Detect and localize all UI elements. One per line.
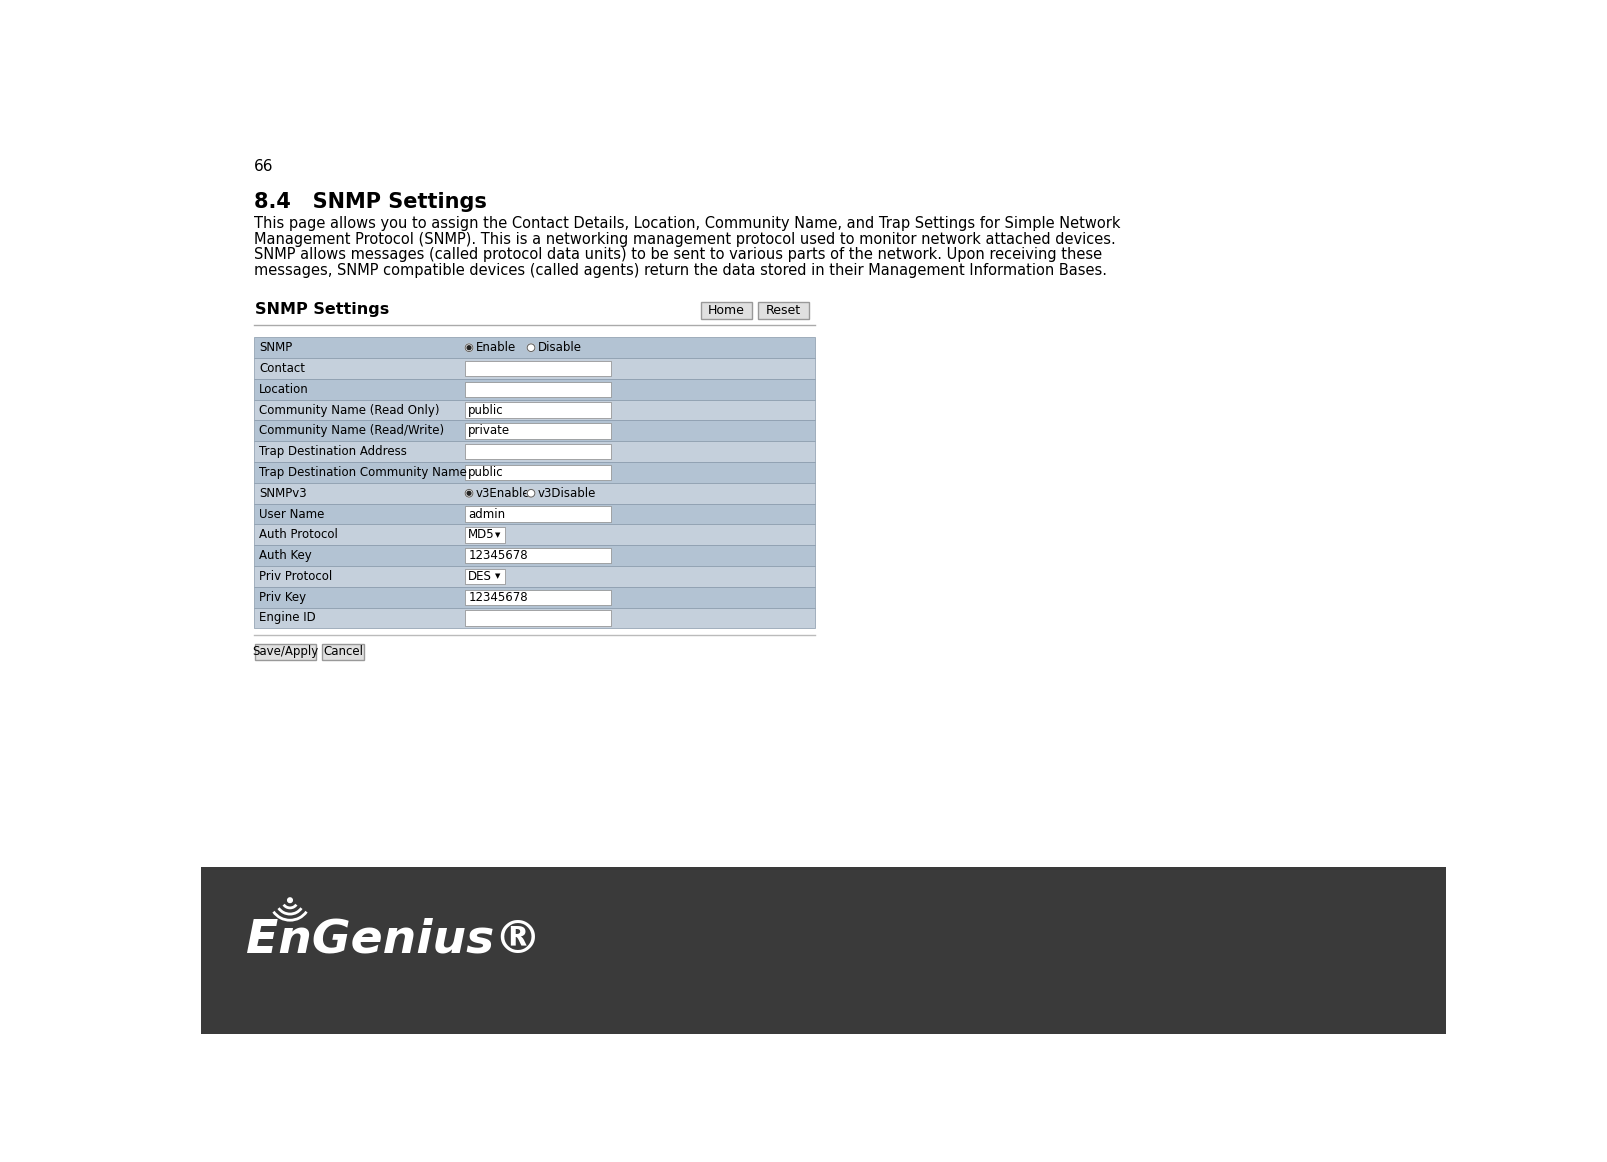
Circle shape [464, 489, 472, 497]
FancyBboxPatch shape [254, 400, 815, 421]
FancyBboxPatch shape [201, 867, 1446, 1034]
Text: 12345678: 12345678 [468, 590, 527, 604]
Text: User Name: User Name [259, 508, 325, 521]
FancyBboxPatch shape [759, 302, 810, 318]
Text: 8.4   SNMP Settings: 8.4 SNMP Settings [254, 192, 487, 211]
FancyBboxPatch shape [254, 421, 815, 442]
FancyBboxPatch shape [701, 302, 752, 318]
Text: v3Disable: v3Disable [538, 487, 596, 500]
FancyBboxPatch shape [254, 587, 815, 608]
FancyBboxPatch shape [464, 507, 611, 522]
Text: EnGenius®: EnGenius® [246, 917, 542, 962]
Circle shape [468, 346, 471, 350]
Text: Disable: Disable [538, 342, 582, 354]
Circle shape [468, 492, 471, 495]
Text: messages, SNMP compatible devices (called agents) return the data stored in thei: messages, SNMP compatible devices (calle… [254, 263, 1107, 278]
Text: Cancel: Cancel [323, 645, 363, 659]
FancyBboxPatch shape [254, 462, 815, 483]
Text: SNMP Settings: SNMP Settings [256, 302, 389, 317]
Text: Location: Location [259, 382, 309, 396]
FancyBboxPatch shape [254, 337, 815, 358]
Text: Home: Home [709, 304, 744, 317]
Text: Priv Key: Priv Key [259, 590, 305, 604]
FancyBboxPatch shape [464, 381, 611, 397]
Text: Community Name (Read Only): Community Name (Read Only) [259, 403, 439, 417]
FancyBboxPatch shape [254, 503, 815, 524]
FancyBboxPatch shape [464, 423, 611, 438]
Text: SNMPv3: SNMPv3 [259, 487, 307, 500]
Text: admin: admin [468, 508, 505, 521]
Text: Save/Apply: Save/Apply [252, 645, 318, 659]
FancyBboxPatch shape [464, 444, 611, 459]
Circle shape [527, 344, 535, 352]
Text: SNMP: SNMP [259, 342, 292, 354]
Text: Management Protocol (SNMP). This is a networking management protocol used to mon: Management Protocol (SNMP). This is a ne… [254, 232, 1115, 246]
Text: 12345678: 12345678 [468, 550, 527, 562]
FancyBboxPatch shape [254, 379, 815, 400]
Text: v3Enable: v3Enable [476, 487, 530, 500]
Text: Engine ID: Engine ID [259, 611, 315, 624]
Text: private: private [468, 424, 511, 437]
Circle shape [527, 489, 535, 497]
FancyBboxPatch shape [254, 566, 815, 587]
Text: SNMP allows messages (called protocol data units) to be sent to various parts of: SNMP allows messages (called protocol da… [254, 248, 1102, 263]
Text: ▼: ▼ [495, 532, 500, 538]
Text: 66: 66 [254, 159, 273, 173]
Text: Community Name (Read/Write): Community Name (Read/Write) [259, 424, 444, 437]
FancyBboxPatch shape [254, 358, 815, 379]
Text: Auth Key: Auth Key [259, 550, 312, 562]
FancyBboxPatch shape [254, 442, 815, 462]
Circle shape [288, 898, 292, 903]
FancyBboxPatch shape [464, 568, 506, 584]
Text: Priv Protocol: Priv Protocol [259, 569, 333, 583]
FancyBboxPatch shape [464, 361, 611, 376]
Text: Enable: Enable [476, 342, 516, 354]
FancyBboxPatch shape [464, 528, 506, 543]
Text: Trap Destination Address: Trap Destination Address [259, 445, 407, 458]
Circle shape [464, 344, 472, 352]
Text: Trap Destination Community Name: Trap Destination Community Name [259, 466, 468, 479]
FancyBboxPatch shape [464, 402, 611, 418]
Text: Auth Protocol: Auth Protocol [259, 529, 337, 541]
Text: Contact: Contact [259, 363, 305, 375]
FancyBboxPatch shape [464, 610, 611, 625]
FancyBboxPatch shape [321, 644, 365, 660]
Text: public: public [468, 466, 505, 479]
FancyBboxPatch shape [254, 545, 815, 566]
Text: MD5: MD5 [468, 529, 495, 541]
FancyBboxPatch shape [256, 644, 315, 660]
Text: DES: DES [468, 569, 492, 583]
Text: public: public [468, 403, 505, 417]
FancyBboxPatch shape [464, 589, 611, 605]
Text: Reset: Reset [767, 304, 802, 317]
Text: ▼: ▼ [495, 573, 500, 580]
FancyBboxPatch shape [464, 548, 611, 564]
FancyBboxPatch shape [254, 524, 815, 545]
FancyBboxPatch shape [254, 483, 815, 503]
FancyBboxPatch shape [464, 465, 611, 480]
FancyBboxPatch shape [254, 608, 815, 629]
Text: This page allows you to assign the Contact Details, Location, Community Name, an: This page allows you to assign the Conta… [254, 216, 1120, 231]
